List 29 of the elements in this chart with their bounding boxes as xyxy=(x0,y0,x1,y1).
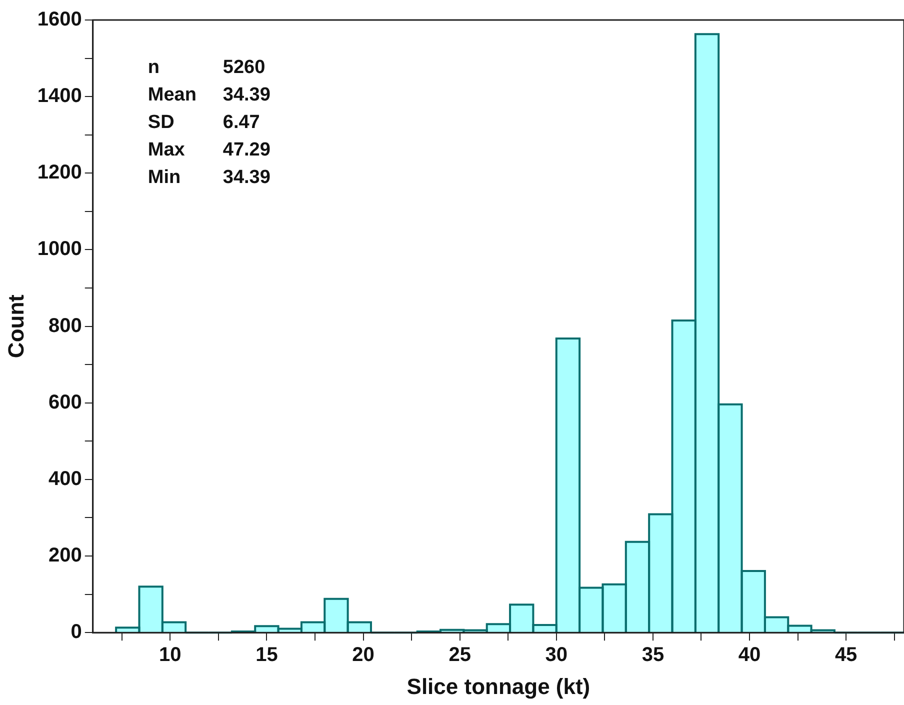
y-tick-label: 1600 xyxy=(37,8,82,31)
annotation: SD xyxy=(148,112,174,134)
annotation: Max xyxy=(148,140,186,161)
annotation: Mean xyxy=(148,84,196,106)
y-axis-title: Count xyxy=(3,294,28,358)
y-tick-label: 200 xyxy=(48,544,82,567)
y-tick-label: 400 xyxy=(48,468,82,490)
x-tick-label: 15 xyxy=(256,644,278,666)
x-tick-label: 45 xyxy=(834,644,858,666)
annotation: Min xyxy=(148,167,181,188)
x-tick-label: 35 xyxy=(642,644,664,666)
y-tick-label: 1200 xyxy=(37,162,82,184)
annotation: 5260 xyxy=(222,57,266,78)
y-tick-label: 1400 xyxy=(37,85,82,108)
x-tick-label: 20 xyxy=(352,644,374,666)
annotation: 47.29 xyxy=(222,140,270,161)
y-tick-label: 1000 xyxy=(37,238,82,260)
y-tick-label: 800 xyxy=(48,314,82,337)
x-tick-label: 25 xyxy=(448,644,471,666)
y-tick-label: 600 xyxy=(48,391,82,414)
annotation: n xyxy=(148,57,160,78)
annotation: 6.47 xyxy=(222,112,260,134)
x-tick-label: 30 xyxy=(545,644,568,666)
y-tick-label: 0 xyxy=(70,621,82,644)
annotation: 34.39 xyxy=(222,167,270,188)
annotation: 34.39 xyxy=(222,84,270,106)
x-tick-label: 10 xyxy=(159,644,182,666)
x-axis-title: Slice tonnage (kt) xyxy=(406,674,590,699)
x-tick-label: 40 xyxy=(738,644,761,666)
